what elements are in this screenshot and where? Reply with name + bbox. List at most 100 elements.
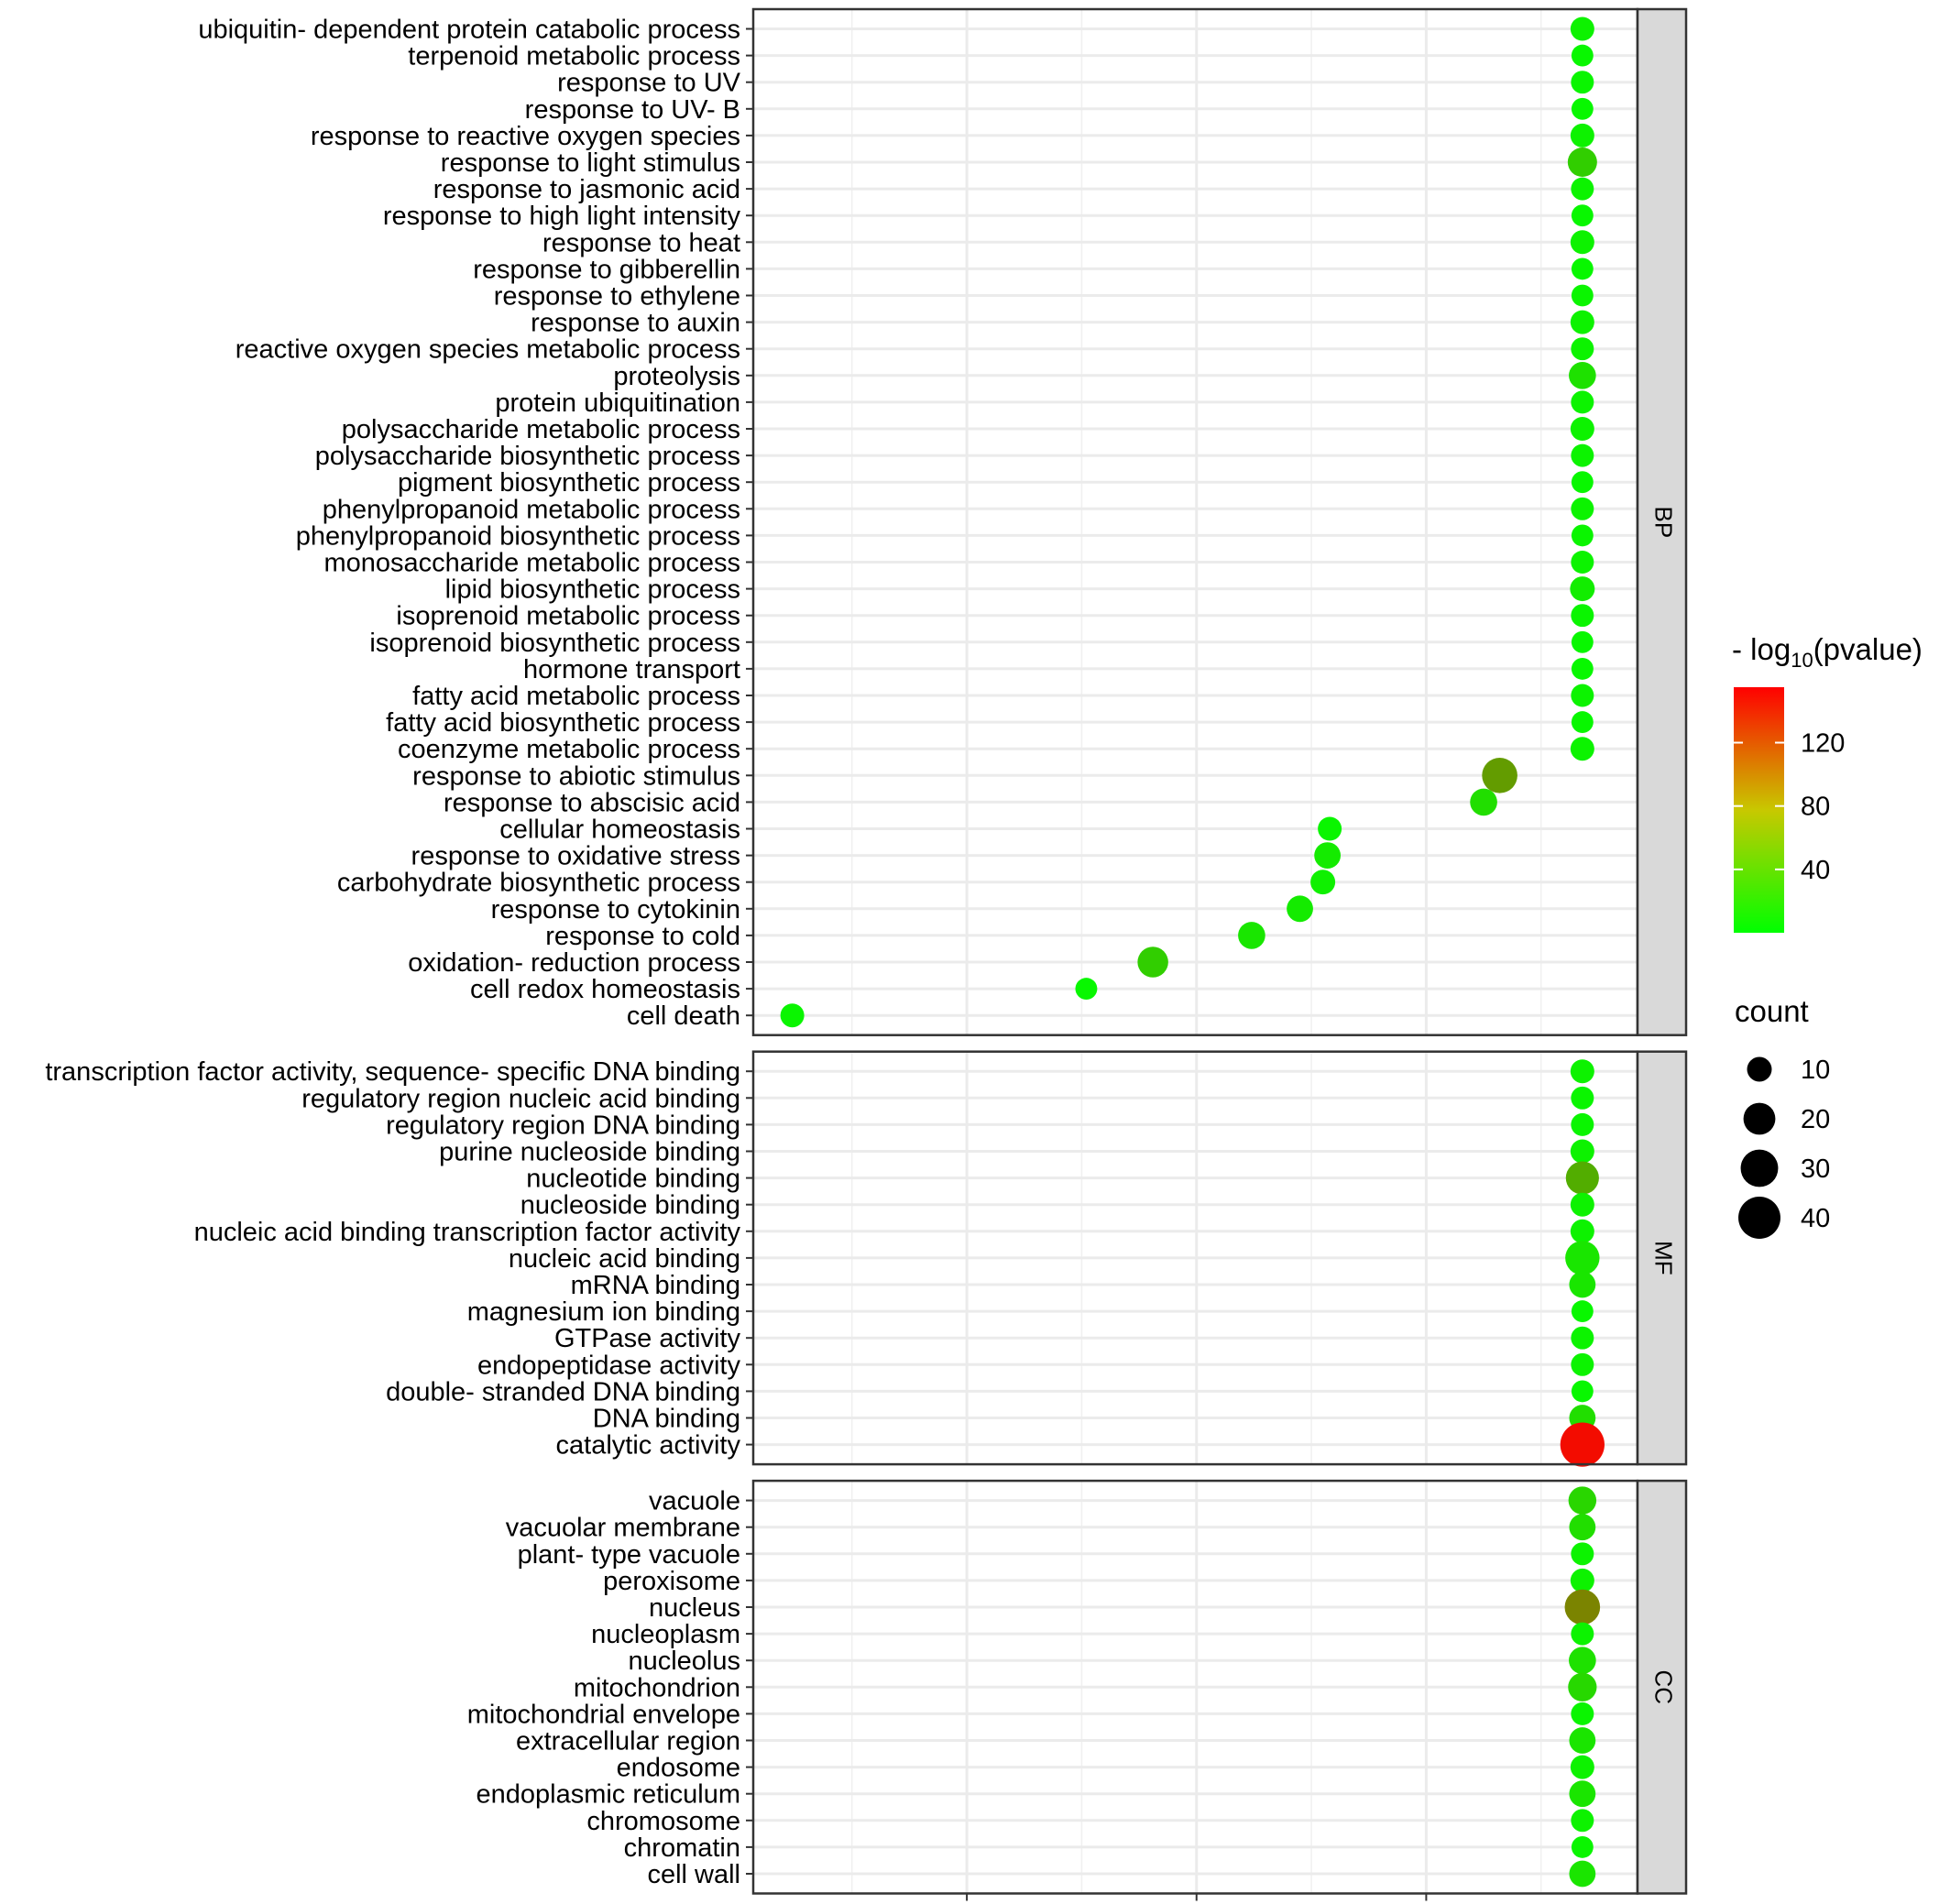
category-label: oxidation- reduction process [408, 948, 740, 978]
data-point [1482, 758, 1517, 793]
category-label: fatty acid metabolic process [412, 682, 740, 711]
data-point [1570, 16, 1594, 41]
category-label: nucleic acid binding [509, 1244, 740, 1274]
data-point [1571, 71, 1594, 94]
data-point [1568, 1672, 1597, 1702]
size-legend-items: 10 20 30 40 [1738, 1056, 1830, 1239]
data-point [1570, 1139, 1594, 1164]
category-label: phenylpropanoid biosynthetic process [296, 521, 740, 551]
facet-strip [1636, 7, 1688, 1036]
data-point [1571, 1380, 1594, 1403]
size-legend-dot [1747, 1056, 1772, 1082]
data-point [1571, 44, 1594, 67]
category-label: response to cytokinin [491, 895, 740, 925]
category-label: mitochondrial envelope [467, 1700, 740, 1729]
data-point [1569, 1780, 1596, 1808]
category-label: response to gibberellin [473, 255, 740, 284]
category-label: reactive oxygen species metabolic proces… [236, 335, 740, 365]
data-point [1571, 604, 1594, 628]
category-label: response to UV [557, 69, 741, 98]
data-point [1569, 1647, 1596, 1675]
size-legend-dot [1740, 1149, 1779, 1187]
size-legend-label: 30 [1801, 1154, 1830, 1184]
category-label: response to cold [545, 922, 740, 951]
data-point [1571, 524, 1594, 547]
data-point [1318, 816, 1342, 841]
data-point [1565, 1161, 1599, 1195]
data-point [1569, 1271, 1596, 1298]
data-point [1570, 1192, 1594, 1217]
size-legend-label: 20 [1801, 1105, 1830, 1134]
data-point [1571, 657, 1594, 680]
data-point [1571, 1086, 1594, 1110]
category-label: endoplasmic reticulum [476, 1780, 740, 1810]
category-label: carbohydrate biosynthetic process [337, 869, 740, 898]
data-point [1571, 97, 1594, 120]
facet-strip [1636, 1479, 1688, 1895]
data-point [1571, 257, 1594, 280]
data-point [1570, 1568, 1594, 1592]
color-legend-label: 120 [1801, 729, 1845, 759]
category-label: response to light stimulus [441, 148, 740, 178]
data-point [1565, 1241, 1600, 1275]
data-point [1137, 947, 1168, 978]
size-legend-dot [1738, 1197, 1780, 1239]
size-legend-label: 10 [1801, 1056, 1830, 1085]
category-label: mitochondrion [574, 1673, 740, 1702]
category-label: chromatin [624, 1833, 740, 1863]
data-point [1570, 1059, 1594, 1084]
data-point [1310, 870, 1336, 895]
color-legend-title: - log10(pvalue) [1732, 632, 1923, 672]
data-point [1571, 177, 1594, 201]
category-label: endosome [617, 1754, 740, 1783]
color-legend-ticks: 40 80 120 [1734, 729, 1845, 885]
size-legend-title: count [1735, 994, 1809, 1028]
category-label: polysaccharide biosynthetic process [315, 442, 740, 471]
data-point [1570, 123, 1594, 148]
category-label: monosaccharide metabolic process [323, 549, 740, 578]
data-point [1571, 471, 1594, 494]
category-label: regulatory region nucleic acid binding [301, 1084, 740, 1113]
category-label: chromosome [586, 1807, 740, 1836]
data-point [1571, 684, 1594, 707]
data-point [1569, 1860, 1596, 1888]
category-label: nucleoplasm [591, 1620, 740, 1649]
data-point [1570, 1755, 1594, 1779]
color-legend-label: 40 [1801, 856, 1830, 885]
category-label: catalytic activity [556, 1431, 741, 1461]
facet-strip-label: CC [1650, 1670, 1678, 1705]
category-label: cellular homeostasis [499, 815, 740, 845]
category-label: double- stranded DNA binding [386, 1377, 740, 1406]
category-label: proteolysis [613, 362, 740, 391]
category-label: transcription factor activity, sequence-… [45, 1057, 740, 1087]
data-point [1287, 895, 1313, 923]
data-point [1571, 630, 1594, 653]
data-point [1570, 1219, 1594, 1243]
data-point [1570, 737, 1594, 761]
category-label: nucleus [649, 1593, 740, 1623]
data-point [1569, 1514, 1596, 1541]
category-label: response to abiotic stimulus [412, 761, 740, 791]
data-point [1571, 204, 1594, 227]
category-label: phenylpropanoid metabolic process [323, 495, 740, 524]
category-label: nucleolus [628, 1647, 740, 1676]
category-label: isoprenoid biosynthetic process [369, 629, 740, 658]
facet-panels: ubiquitin- dependent protein catabolic p… [45, 7, 1688, 1895]
category-label: endopeptidase activity [477, 1351, 740, 1380]
legend: - log10(pvalue) 40 80 120 count 10 20 30 40 [1732, 632, 1923, 1239]
data-point [1570, 310, 1594, 334]
data-point [1238, 922, 1265, 949]
category-label: regulatory region DNA binding [386, 1111, 740, 1140]
data-point [1571, 284, 1594, 307]
category-label: extracellular region [516, 1727, 740, 1756]
category-label: cell wall [647, 1860, 740, 1889]
category-label: response to oxidative stress [411, 842, 740, 871]
category-label: vacuolar membrane [506, 1514, 740, 1543]
category-label: coenzyme metabolic process [398, 735, 740, 764]
category-label: terpenoid metabolic process [408, 42, 740, 71]
category-label: vacuole [649, 1487, 740, 1516]
category-label: ubiquitin- dependent protein catabolic p… [198, 16, 740, 45]
category-label: plant- type vacuole [518, 1540, 740, 1570]
